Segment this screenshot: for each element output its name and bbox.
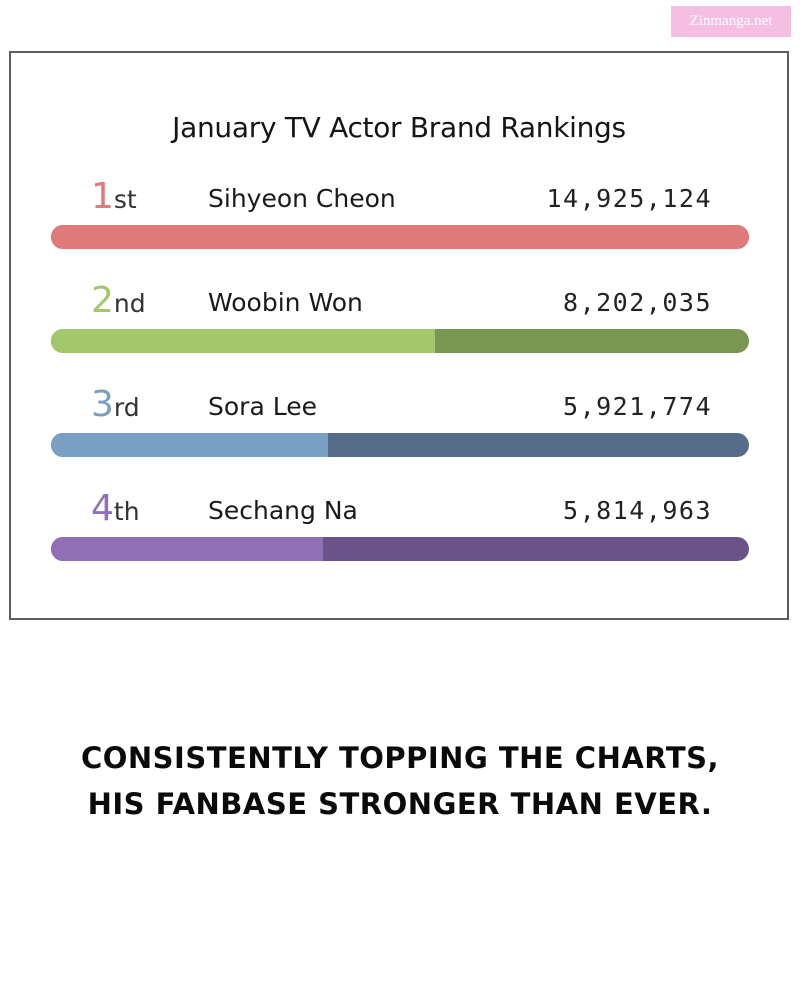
score-bar-track	[51, 225, 749, 249]
score-bar	[51, 537, 323, 561]
rank-label: 2nd	[91, 280, 146, 321]
rank-suffix: th	[113, 497, 140, 526]
rank-suffix: st	[113, 185, 137, 214]
watermark-text: Zinmanga.net	[689, 13, 773, 29]
chart-title: January TV Actor Brand Rankings	[172, 111, 626, 144]
rank-number: 2	[91, 280, 114, 321]
score-bar	[51, 433, 328, 457]
score-bar	[51, 329, 435, 353]
ranking-row: 3rd Sora Lee 5,921,774	[11, 384, 787, 474]
rank-number: 1	[91, 176, 114, 217]
rankings-chart-panel: January TV Actor Brand Rankings 1st Sihye…	[9, 51, 789, 620]
caption-line-2: HIS FANBASE STRONGER THAN EVER.	[87, 787, 713, 821]
caption-line-1: CONSISTENTLY TOPPING THE CHARTS,	[80, 741, 720, 775]
rank-number: 4	[91, 488, 114, 529]
ranking-row: 4th Sechang Na 5,814,963	[11, 488, 787, 578]
score-value: 5,921,774	[563, 392, 712, 421]
narration-caption: CONSISTENTLY TOPPING THE CHARTS, HIS FAN…	[0, 735, 800, 827]
watermark-badge: Zinmanga.net	[671, 6, 791, 37]
ranking-row: 2nd Woobin Won 8,202,035	[11, 280, 787, 370]
actor-name: Woobin Won	[208, 288, 363, 317]
rank-suffix: rd	[113, 393, 140, 422]
rank-number: 3	[91, 384, 114, 425]
actor-name: Sechang Na	[208, 496, 358, 525]
actor-name: Sihyeon Cheon	[208, 184, 396, 213]
rank-label: 3rd	[91, 384, 140, 425]
score-value: 14,925,124	[546, 184, 712, 213]
score-bar-track	[51, 433, 749, 457]
score-bar	[51, 225, 749, 249]
rank-label: 1st	[91, 176, 137, 217]
score-bar-track	[51, 537, 749, 561]
score-value: 8,202,035	[563, 288, 712, 317]
rank-suffix: nd	[113, 289, 146, 318]
score-value: 5,814,963	[563, 496, 712, 525]
ranking-row: 1st Sihyeon Cheon 14,925,124	[11, 176, 787, 266]
actor-name: Sora Lee	[208, 392, 317, 421]
rank-label: 4th	[91, 488, 140, 529]
score-bar-track	[51, 329, 749, 353]
